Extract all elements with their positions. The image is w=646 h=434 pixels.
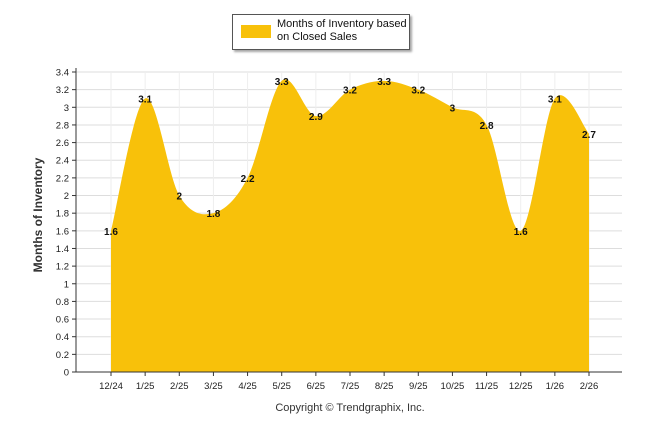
data-label: 1.6 <box>514 227 528 238</box>
series-area <box>111 79 589 373</box>
y-tick-label: 3 <box>64 103 69 114</box>
y-tick-label: 3.4 <box>56 68 69 79</box>
y-tick-label: 0.8 <box>56 297 69 308</box>
x-tick-label: 4/25 <box>238 381 257 392</box>
x-tick-label: 2/26 <box>580 381 599 392</box>
legend: Months of Inventory based on Closed Sale… <box>232 14 410 50</box>
y-tick-labels: 0 0.2 0.4 0.6 0.8 1 1.2 1.4 1.6 1.8 2 2.2 2.4 2.6 2.8 3… <box>56 68 69 379</box>
data-label: 2.7 <box>582 130 596 141</box>
y-tick-label: 0.2 <box>56 350 69 361</box>
x-tick-label: 10/25 <box>441 381 465 392</box>
data-label: 2.2 <box>241 174 255 185</box>
x-tick-label: 1/25 <box>136 381 155 392</box>
data-label: 3.3 <box>377 77 391 88</box>
data-label: 3 <box>450 103 456 114</box>
x-tick-label: 8/25 <box>375 381 394 392</box>
x-tick-label: 2/25 <box>170 381 189 392</box>
y-tick-label: 1.4 <box>56 244 69 255</box>
legend-label-line1: Months of Inventory based <box>277 18 407 30</box>
y-tick-label: 2.8 <box>56 120 69 131</box>
x-tick-label: 3/25 <box>204 381 223 392</box>
data-label: 2 <box>177 192 183 203</box>
data-label: 3.1 <box>138 94 152 105</box>
data-label: 1.8 <box>206 209 220 220</box>
data-label: 2.9 <box>309 112 323 123</box>
x-tick-label: 12/24 <box>99 381 123 392</box>
area-layer <box>111 79 589 373</box>
y-tick-label: 0.6 <box>56 315 69 326</box>
y-tick-label: 1 <box>64 279 69 290</box>
data-label: 3.2 <box>343 86 357 97</box>
x-tick-label: 6/25 <box>307 381 326 392</box>
y-tick-label: 3.2 <box>56 85 69 96</box>
x-tick-label: 12/25 <box>509 381 533 392</box>
x-tick-labels: 12/24 1/25 2/25 3/25 4/25 5/25 6/25 7/25 8/25 9/2… <box>99 381 598 392</box>
data-label: 3.1 <box>548 94 562 105</box>
x-tick-label: 11/25 <box>475 381 498 392</box>
y-tick-label: 1.8 <box>56 209 69 220</box>
x-tick-label: 1/26 <box>546 381 565 392</box>
data-labels: 1.6 3.1 2 1.8 2.2 3.3 2.9 3.2 3.3 3.2 3 2.8 1.6 3.1 2.… <box>104 77 596 238</box>
data-label: 1.6 <box>104 227 118 238</box>
copyright-text: Copyright © Trendgraphix, Inc. <box>275 402 425 414</box>
y-tick-label: 0 <box>64 368 69 379</box>
x-tick-label: 7/25 <box>341 381 360 392</box>
y-tick-label: 2.4 <box>56 156 69 167</box>
x-tick-label: 9/25 <box>409 381 428 392</box>
legend-label: Months of Inventory based on Closed Sale… <box>277 18 407 44</box>
y-tick-label: 2.6 <box>56 138 69 149</box>
data-label: 3.3 <box>275 77 289 88</box>
data-label: 2.8 <box>480 121 494 132</box>
y-tick-label: 2 <box>64 191 69 202</box>
axis-layer <box>72 68 622 376</box>
y-tick-label: 1.6 <box>56 226 69 237</box>
x-tick-label: 5/25 <box>272 381 291 392</box>
legend-swatch <box>241 25 271 38</box>
y-tick-label: 2.2 <box>56 173 69 184</box>
legend-label-line2: on Closed Sales <box>277 31 358 43</box>
data-label: 3.2 <box>411 86 425 97</box>
y-tick-label: 1.2 <box>56 262 69 273</box>
y-tick-label: 0.4 <box>56 332 69 343</box>
